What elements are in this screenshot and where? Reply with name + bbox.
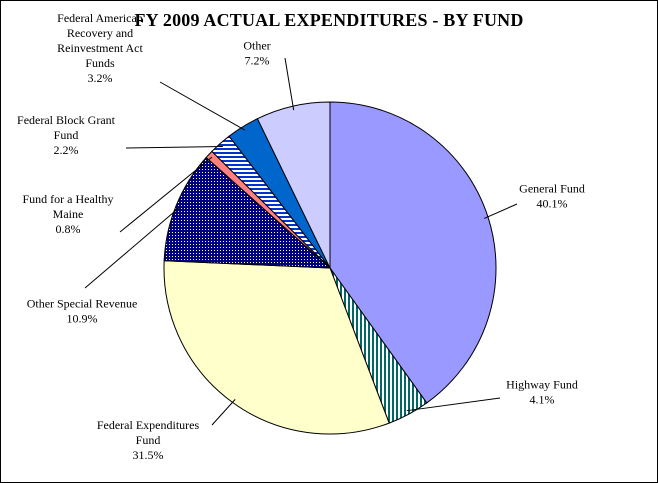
slice-name-label: Highway Fund — [506, 377, 578, 391]
slice-name-label: Reinvestment Act — [57, 41, 143, 55]
slice-name-label: Federal Block Grant — [17, 113, 116, 127]
slice-value-label: 0.8% — [56, 222, 81, 236]
slice-value-label: 4.1% — [530, 392, 555, 406]
pie-slice-other-special-revenue — [163, 156, 332, 269]
slice-name-label: Fund for a Healthy — [23, 192, 114, 206]
slice-name-label: Fund — [54, 128, 79, 142]
slice-value-label: 7.2% — [245, 53, 270, 67]
slice-value-label: 31.5% — [133, 448, 164, 462]
slice-name-label: General Fund — [519, 181, 585, 195]
slice-value-label: 40.1% — [537, 196, 568, 210]
slice-name-label: Federal American — [57, 11, 143, 25]
leader-line — [84, 206, 181, 289]
leader-line — [125, 145, 223, 149]
slice-value-label: 2.2% — [54, 143, 79, 157]
slice-name-label: Maine — [53, 207, 84, 221]
leader-line — [119, 156, 213, 233]
slice-name-label: Fund — [136, 433, 161, 447]
slice-name-label: Other Special Revenue — [27, 296, 138, 310]
leader-line — [484, 203, 518, 219]
slice-value-label: 10.9% — [67, 311, 98, 325]
slice-name-label: Federal Expenditures — [97, 418, 200, 432]
slice-value-label: 3.2% — [88, 71, 113, 85]
slice-name-label: Funds — [85, 56, 115, 70]
leader-line — [159, 81, 246, 131]
leader-line — [284, 57, 295, 111]
chart-title: FY 2009 ACTUAL EXPENDITURES - BY FUND — [134, 10, 524, 30]
leader-line — [211, 399, 236, 426]
slice-name-label: Other — [243, 38, 270, 52]
leader-line — [406, 397, 501, 412]
slice-name-label: Recovery and — [67, 26, 133, 40]
